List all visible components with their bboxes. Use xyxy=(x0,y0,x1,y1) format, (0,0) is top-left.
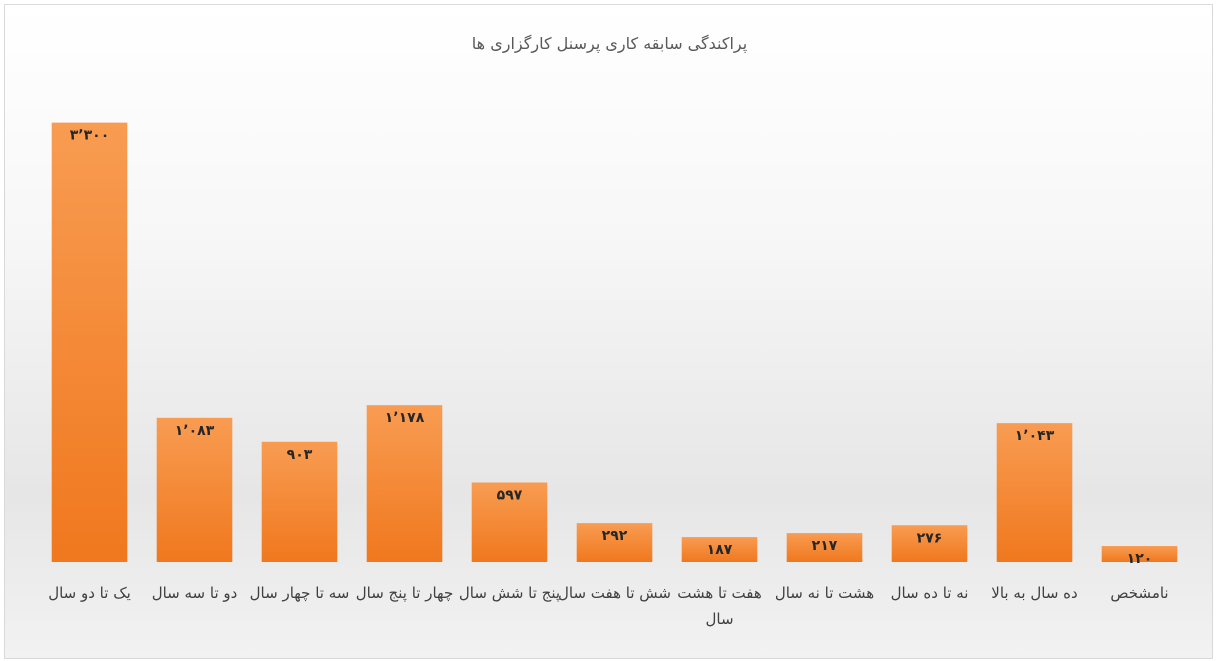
bar xyxy=(996,423,1073,562)
bar xyxy=(1101,546,1178,562)
data-label: ۱٬۰۸۳ xyxy=(175,423,215,439)
data-label: ۲۹۲ xyxy=(602,528,628,544)
data-label: ۲۱۷ xyxy=(812,538,838,554)
x-tick-label: پنج تا شش سال xyxy=(458,584,561,602)
data-label: ۲۷۶ xyxy=(917,530,943,546)
bar xyxy=(51,122,128,562)
bar xyxy=(891,525,968,562)
x-tick-label: سه تا چهار سال xyxy=(249,584,350,602)
x-tick-label: یک تا دو سال xyxy=(48,584,131,602)
x-tick-label: شش تا هفت سال xyxy=(557,584,671,602)
bar xyxy=(261,441,338,562)
x-tick-label: ده سال به بالا xyxy=(991,584,1078,602)
bar xyxy=(471,482,548,562)
bar xyxy=(786,533,863,562)
data-label: ۹۰۳ xyxy=(287,447,313,463)
chart-title: پراکندگی سابقه کاری پرسنل کارگزاری ها xyxy=(471,34,748,53)
data-label: ۵۹۷ xyxy=(497,488,523,504)
data-label: ۱٬۰۴۳ xyxy=(1015,428,1055,444)
data-label: ۱۸۷ xyxy=(707,542,733,558)
x-tick-label: هفت تا هشت سال xyxy=(677,584,762,628)
x-tick-label: چهار تا پنج سال xyxy=(355,584,454,602)
x-tick-label: دو تا سه سال xyxy=(151,584,238,602)
x-tick-label: نامشخص xyxy=(1110,584,1169,602)
x-tick-label: هشت تا نه سال xyxy=(774,584,875,602)
bar xyxy=(156,417,233,562)
data-label: ۱٬۱۷۸ xyxy=(385,410,425,426)
bar xyxy=(681,537,758,562)
data-label: ۳٬۳۰۰ xyxy=(70,128,110,144)
x-tick-label: نه تا ده سال xyxy=(890,584,969,602)
data-label: ۱۲۰ xyxy=(1127,551,1153,567)
bar xyxy=(576,523,653,562)
bar xyxy=(366,405,443,562)
